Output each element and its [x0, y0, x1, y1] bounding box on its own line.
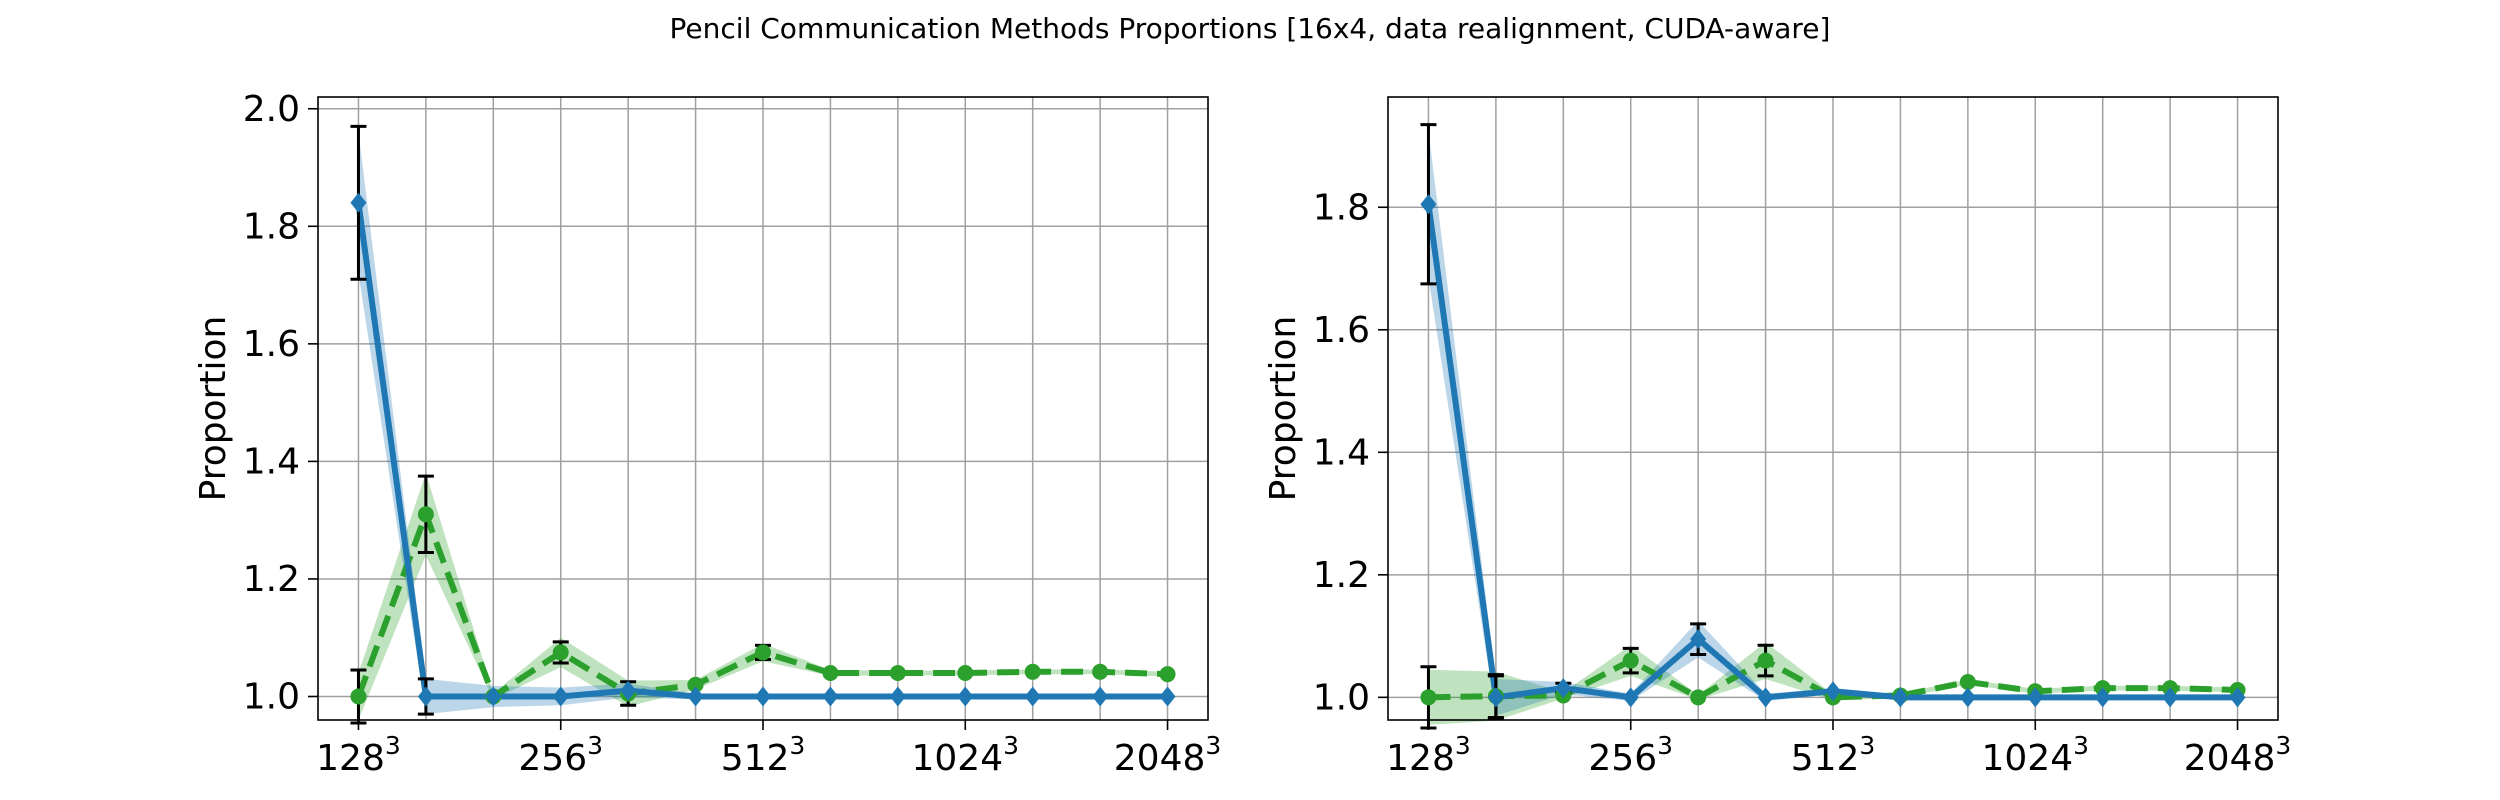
blue-series-point [2027, 687, 2044, 708]
blue-series-point [620, 680, 637, 701]
x-tick-label: 10243 [1982, 731, 2090, 779]
blue-series-point [1690, 629, 1707, 650]
green-series-point [350, 688, 367, 705]
blue-series-point [957, 686, 974, 707]
blue-series-point [417, 686, 434, 707]
green-series-point [822, 664, 839, 681]
x-tick-label: 5123 [1791, 731, 1876, 779]
x-tick-label: 2563 [1588, 731, 1673, 779]
green-series-point [1024, 663, 1041, 680]
blue-series-point [1622, 687, 1639, 708]
green-series-point [957, 664, 974, 681]
blue-series-point [755, 686, 771, 707]
x-tick-label: 5123 [721, 731, 806, 779]
y-tick-label: 1.0 [243, 676, 300, 717]
green-series-point [1959, 674, 1976, 691]
blue-series-point [687, 686, 704, 707]
x-tick-label: 1283 [1386, 731, 1471, 779]
blue-series-point [2162, 687, 2179, 708]
blue-series-point [552, 686, 569, 707]
blue-series-point [1959, 687, 1976, 708]
green-series-point [1757, 652, 1774, 669]
y-tick-label: 1.0 [1313, 677, 1370, 718]
green-series-point [889, 664, 906, 681]
blue-series-point [1024, 686, 1041, 707]
green-series-point [1092, 663, 1109, 680]
y-tick-label: 1.8 [1313, 187, 1370, 228]
blue-series-point [1159, 686, 1176, 707]
y-tick-label: 1.6 [1313, 310, 1370, 351]
green-series-point [1622, 652, 1639, 669]
blue-series-point [1892, 687, 1909, 708]
green-series-point [417, 506, 434, 523]
green-series-point [552, 644, 569, 661]
axes-frame [317, 96, 1209, 721]
x-tick-label: 2563 [518, 731, 603, 779]
y-tick-label: 2.0 [243, 89, 300, 130]
blue-series-point [485, 686, 502, 707]
blue-series-point [350, 192, 367, 213]
green-series-point [1690, 689, 1707, 706]
blue-series-point [1825, 681, 1841, 702]
green-series-point [1159, 666, 1176, 683]
y-tick-label: 1.4 [1313, 432, 1370, 473]
green-series-point [755, 644, 771, 661]
figure-title: Pencil Communication Methods Proportions… [670, 12, 1831, 45]
y-tick-label: 1.4 [243, 441, 300, 482]
y-tick-label: 1.6 [243, 324, 300, 365]
x-tick-label: 20483 [2184, 731, 2292, 779]
blue-series-point [1555, 678, 1572, 699]
blue-series-point [2094, 687, 2111, 708]
y-tick-label: 1.8 [243, 206, 300, 247]
x-tick-label: 1283 [316, 731, 401, 779]
blue-series-point [1092, 686, 1109, 707]
y-tick-label: 1.2 [243, 559, 300, 600]
axes-frame [1387, 96, 2279, 721]
blue-series-point [2229, 687, 2246, 708]
blue-series-point [822, 686, 839, 707]
y-tick-label: 1.2 [1313, 555, 1370, 596]
blue-series-point [1757, 687, 1774, 708]
y-axis-label: Proportion [1263, 316, 1304, 502]
y-axis-label: Proportion [193, 316, 234, 502]
left-chart: 1.0 1.2 1.4 1.6 1.8 2.0 1283 2563 5123 10243 20483… [193, 89, 1221, 779]
blue-series-point [1420, 194, 1437, 215]
x-tick-label: 20483 [1114, 731, 1222, 779]
right-chart: 1.0 1.2 1.4 1.6 1.8 1283 2563 5123 10243 20483 Pro… [1263, 96, 2292, 779]
green-series-point [687, 676, 704, 693]
x-tick-label: 10243 [912, 731, 1020, 779]
blue-series-point [1487, 687, 1504, 708]
blue-series-point [889, 686, 906, 707]
green-series-point [1420, 689, 1437, 706]
